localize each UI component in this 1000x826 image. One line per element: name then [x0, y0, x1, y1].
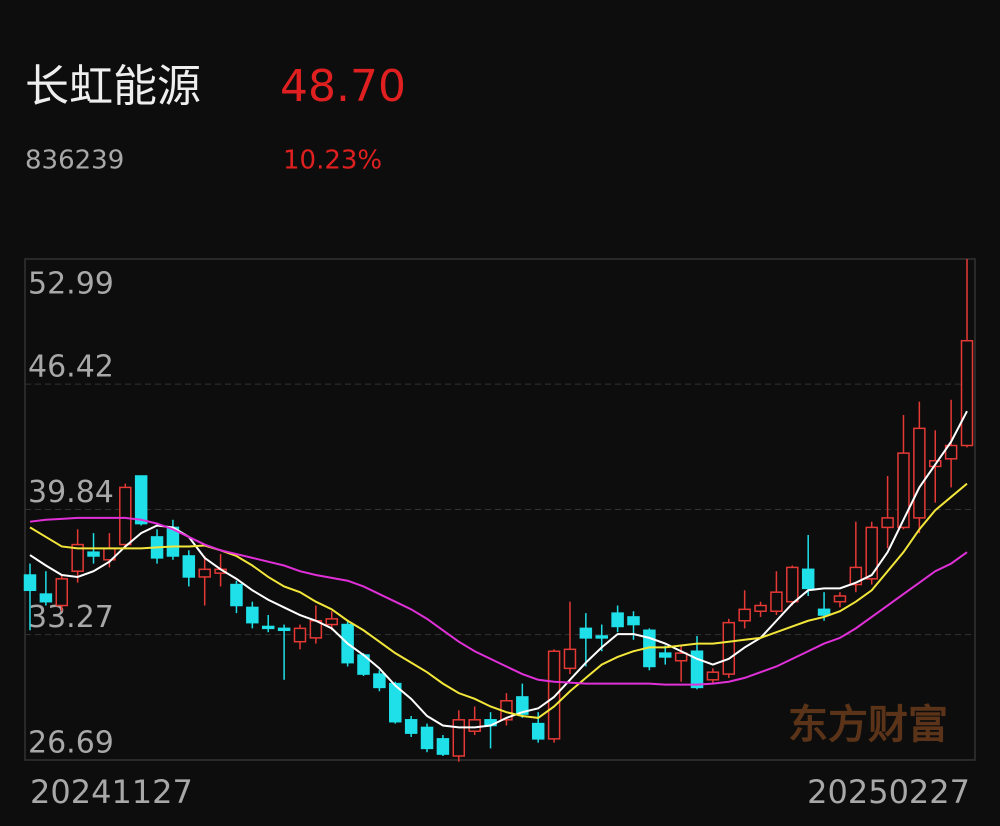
watermark: 东方财富	[788, 702, 948, 748]
candle-body	[468, 719, 481, 732]
moving-average-line	[29, 516, 968, 686]
candle-body	[182, 555, 196, 578]
candle-body	[325, 618, 338, 626]
candle-body	[293, 627, 307, 643]
candle-body	[738, 608, 751, 622]
candle-body	[817, 608, 831, 616]
candle-body	[198, 568, 211, 578]
candle-body	[404, 719, 418, 734]
candle-body	[659, 652, 672, 658]
candle-body	[452, 719, 466, 757]
candle-body	[230, 583, 243, 607]
candle-body	[944, 444, 958, 460]
candle-body	[913, 427, 926, 519]
candle-body	[373, 673, 386, 689]
candle-body	[119, 486, 132, 546]
y-tick-label: 46.42	[28, 350, 114, 385]
candle-body	[531, 722, 545, 740]
candle-body	[547, 650, 561, 740]
candle-body	[706, 671, 720, 681]
stock-name: 长虹能源	[25, 61, 201, 112]
candle-body	[579, 627, 593, 639]
candle-body	[277, 627, 291, 632]
candle-body	[595, 635, 608, 639]
y-tick-label: 39.84	[28, 475, 114, 510]
candle-body	[23, 574, 37, 592]
candle-body	[897, 452, 910, 529]
y-tick-label: 26.69	[28, 726, 114, 761]
candle-body	[611, 612, 624, 628]
candle-body	[55, 578, 69, 607]
candle-body	[420, 726, 434, 750]
candle-body	[134, 475, 148, 525]
stock-code: 836239	[25, 146, 124, 176]
candle-body	[833, 595, 847, 603]
candle-body	[436, 738, 450, 755]
y-tick-label: 52.99	[28, 267, 114, 302]
candle-body	[786, 566, 799, 603]
stock-change: 10.23%	[283, 146, 382, 176]
stock-price: 48.70	[280, 61, 406, 112]
candle-body	[690, 650, 704, 689]
candle-body	[674, 652, 688, 662]
x-tick-label: 20241127	[30, 773, 193, 811]
candle-body	[389, 682, 402, 723]
x-tick-label: 20250227	[807, 773, 970, 811]
y-tick-label: 33.27	[28, 600, 114, 635]
candle-body	[865, 526, 878, 580]
candle-body	[516, 696, 529, 715]
candle-body	[627, 616, 640, 626]
candle-body	[261, 625, 275, 630]
candle-body	[39, 593, 53, 603]
candle-body	[87, 551, 100, 557]
candle-body	[722, 621, 736, 675]
moving-average-line	[29, 482, 968, 719]
candle-body	[246, 606, 259, 624]
candle-body	[770, 591, 783, 612]
candle-body	[881, 517, 894, 529]
candle-body	[71, 543, 84, 572]
candle-body	[960, 339, 974, 447]
candle-body	[563, 648, 577, 670]
candle-body	[801, 568, 815, 590]
candle-body	[754, 604, 767, 612]
candle-body	[849, 566, 863, 586]
